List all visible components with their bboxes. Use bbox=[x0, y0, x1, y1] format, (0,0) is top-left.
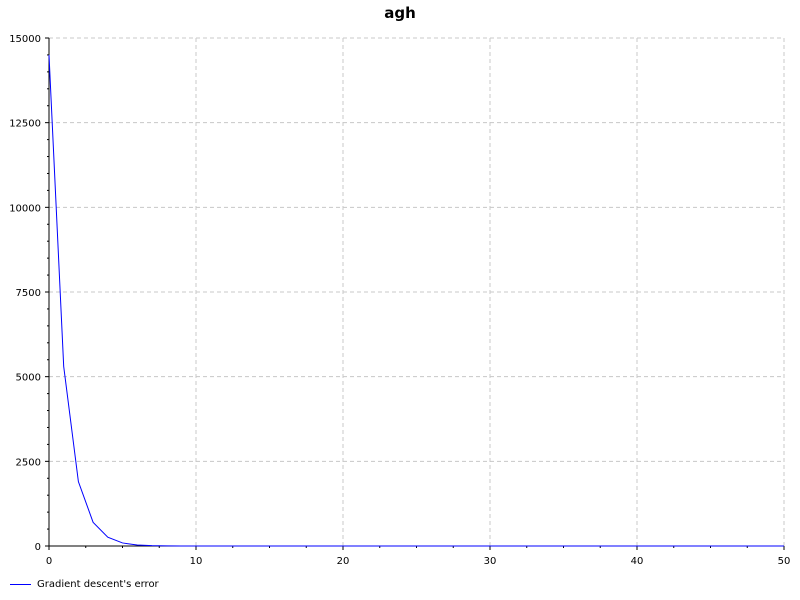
tick-labels: 0 10 20 30 40 50 0 2500 5000 7500 10000 12500 15000 bbox=[9, 34, 790, 567]
y-tick-label: 7500 bbox=[16, 288, 41, 299]
y-tick-label: 15000 bbox=[9, 34, 41, 45]
legend-label: Gradient descent's error bbox=[37, 578, 159, 590]
x-tick-label: 10 bbox=[190, 556, 203, 567]
y-tick-label: 2500 bbox=[16, 457, 41, 468]
series bbox=[48, 54, 784, 547]
x-tick-label: 50 bbox=[778, 556, 791, 567]
series-line bbox=[48, 54, 784, 547]
legend-swatch bbox=[10, 583, 31, 585]
axes bbox=[45, 37, 785, 550]
x-tick-label: 0 bbox=[46, 556, 52, 567]
y-tick-label: 10000 bbox=[9, 203, 41, 214]
chart-title: agh bbox=[384, 4, 416, 22]
legend: Gradient descent's error bbox=[10, 577, 159, 591]
y-tick-label: 0 bbox=[35, 542, 41, 553]
x-tick-label: 20 bbox=[337, 556, 350, 567]
x-tick-label: 30 bbox=[484, 556, 497, 567]
grid bbox=[49, 37, 785, 546]
y-tick-label: 5000 bbox=[16, 373, 41, 384]
y-tick-label: 12500 bbox=[9, 119, 41, 130]
x-tick-label: 40 bbox=[631, 556, 644, 567]
